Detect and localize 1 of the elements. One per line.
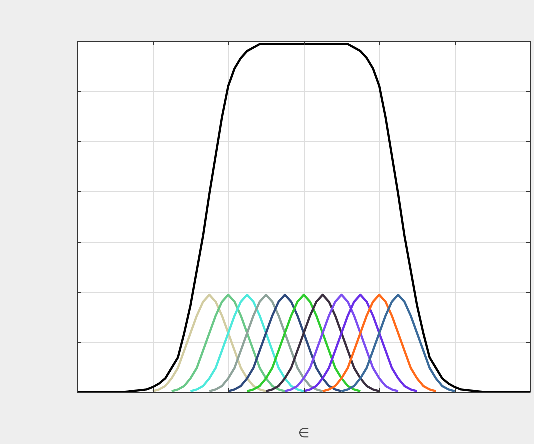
x-axis-title: ∈ [298,426,310,442]
